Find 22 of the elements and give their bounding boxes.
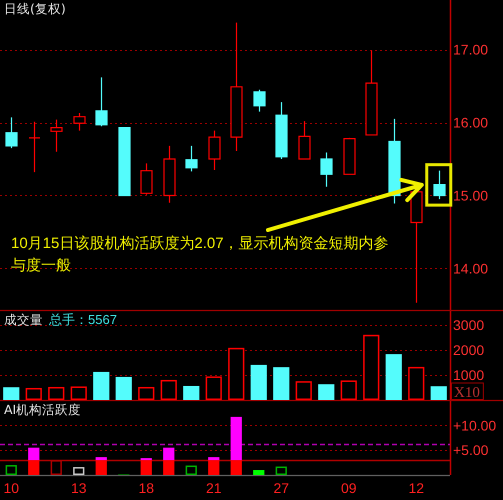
x-tick-label: 27 — [273, 480, 290, 496]
y-tick-label: 16.00 — [453, 114, 488, 131]
annotation: 10月15日该股机构活跃度为2.07，显示机构资金短期内参与度一般 — [11, 235, 389, 274]
chart-subtitle: 总手：5567 — [48, 312, 117, 327]
y-tick-label: 17.00 — [453, 42, 488, 58]
x-tick-label: 21 — [206, 480, 222, 496]
y-tick-label: 15.00 — [453, 187, 488, 204]
y-tick-label: 2000 — [453, 342, 484, 358]
x-tick-label: 12 — [408, 480, 424, 496]
y-tick-label: +5.00 — [453, 442, 489, 458]
x-tick-label: 18 — [138, 480, 154, 496]
y-tick-label: 14.00 — [453, 260, 488, 276]
y-tick-label: 1000 — [453, 366, 484, 383]
x-tick-label: 13 — [70, 480, 87, 496]
y-tick-label: +10.00 — [453, 417, 496, 434]
chart-title: AI机构活跃度 — [4, 402, 82, 417]
y-tick-label: 3000 — [453, 316, 484, 333]
y-axis-title: X10 — [454, 385, 480, 401]
chart-title: 成交量 — [4, 312, 43, 327]
x-tick-label: 10 — [3, 480, 20, 496]
chart-title: 日线(复权) — [4, 1, 66, 16]
x-tick-label: 09 — [340, 480, 357, 496]
